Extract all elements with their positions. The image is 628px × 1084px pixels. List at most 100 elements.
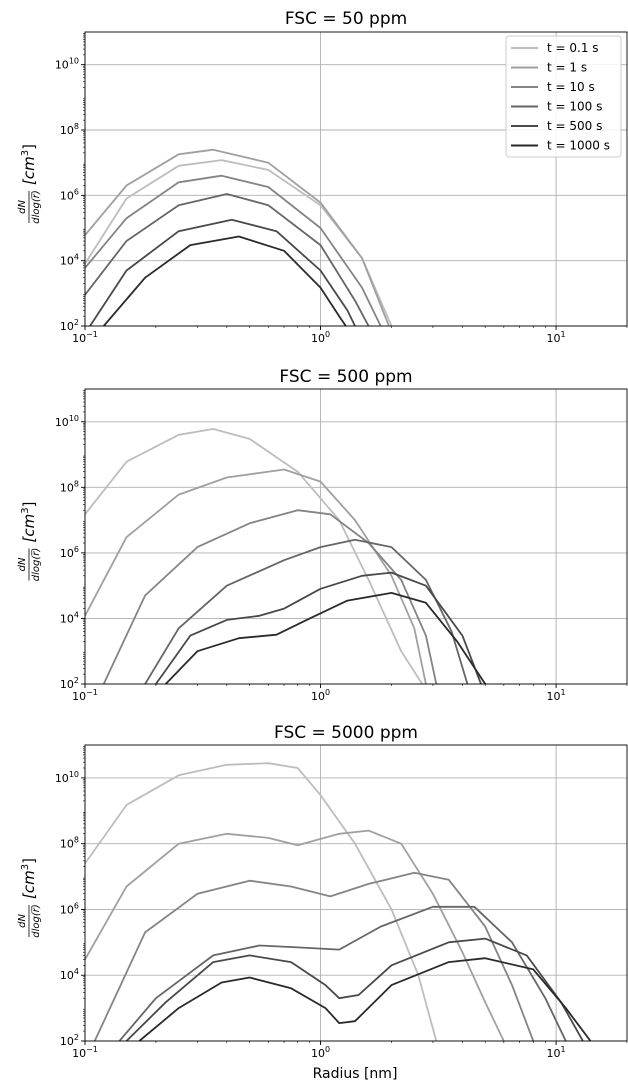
plot-frame [84,388,628,685]
series-line-1 [85,428,423,684]
y-axis-label-unit-exp: 3 [20,507,31,513]
x-tick-label: 10−1 [72,1045,98,1060]
series-line-6 [138,957,592,1041]
y-tick-label: 108 [60,122,79,137]
y-tick-label: 102 [60,318,79,333]
x-tick-label-exp: 0 [325,1045,330,1054]
plot-frame [84,31,628,327]
y-tick-label-exp: 10 [69,414,79,423]
x-tick-label: 101 [547,688,566,703]
y-tick-label-base: 10 [60,189,74,202]
x-tick-label: 100 [311,688,330,703]
series-line-4 [144,538,469,684]
y-tick-label-base: 10 [60,612,74,625]
x-tick-label-exp: 1 [561,688,566,697]
series-line-5 [125,937,584,1041]
series-line-4 [118,905,567,1041]
x-tick-label-exp: −1 [86,330,98,339]
y-tick-label: 104 [60,967,79,982]
y-tick-label-base: 10 [60,255,74,268]
y-axis-label-unit: [cm3] [20,858,38,899]
series-line-2 [85,148,390,326]
y-tick-label-exp: 8 [74,836,79,845]
y-tick-label-exp: 6 [74,187,79,196]
y-tick-label: 106 [60,545,79,560]
y-tick-label: 106 [60,187,79,202]
y-tick-label: 108 [60,479,79,494]
series-line-6 [165,592,486,684]
y-axis-label-numerator: dN [17,200,28,214]
y-tick-label-base: 10 [60,1035,74,1048]
series-line-6 [103,235,347,326]
y-axis-label-unit-exp: 3 [20,150,31,156]
y-tick-label: 1010 [55,57,79,72]
y-tick-label-exp: 2 [74,676,79,685]
y-tick-label-exp: 4 [74,967,79,976]
y-tick-label: 108 [60,836,79,851]
x-axis-label: Radius [nm] [313,1066,398,1082]
y-tick-label-base: 10 [60,320,74,333]
y-tick-label-exp: 6 [74,901,79,910]
x-tick-label-base: 10 [547,1047,561,1060]
x-tick-label-exp: 0 [325,688,330,697]
y-tick-label-exp: 2 [74,318,79,327]
legend-label-1: t = 0.1 s [547,41,599,55]
legend-label-3: t = 10 s [547,80,595,94]
legend-label-6: t = 1000 s [547,139,610,153]
series-line-3 [93,871,535,1041]
legend-label-2: t = 1 s [547,61,587,75]
y-axis-label-denominator: dlog(r̅) [31,548,42,582]
x-tick-label-exp: 1 [561,1045,566,1054]
plot-frame [84,744,628,1042]
y-tick-label: 102 [60,1033,79,1048]
y-tick-label-base: 10 [55,59,69,72]
x-tick-label-exp: −1 [86,1045,98,1054]
x-tick-label-base: 10 [311,332,325,345]
y-axis-label-unit: [cm3] [20,144,38,185]
y-axis-label-unit: [cm3] [20,502,38,543]
y-axis-label-unit-text: [cm [20,156,38,185]
legend-label-5: t = 500 s [547,119,602,133]
y-tick-label-exp: 4 [74,610,79,619]
x-tick-label: 101 [547,1045,566,1060]
y-tick-label: 1010 [55,770,79,785]
y-axis-label-unit-close: ] [20,858,38,864]
y-tick-label-exp: 4 [74,253,79,262]
y-axis-label-unit-exp: 3 [20,864,31,870]
panel-title: FSC = 50 ppm [285,9,407,29]
series-line-2 [85,468,427,684]
series-group [85,148,393,326]
y-axis-label-denominator: dlog(r̅) [31,904,42,938]
y-tick-label: 1010 [55,414,79,429]
y-tick-label-base: 10 [60,969,74,982]
x-tick-label: 100 [311,330,330,345]
x-tick-label-exp: 0 [325,330,330,339]
series-line-3 [85,174,382,326]
x-tick-label-base: 10 [311,690,325,703]
y-axis-label-unit-close: ] [20,144,38,150]
series-line-4 [85,193,370,326]
x-tick-label-base: 10 [72,1047,86,1060]
y-axis-label-numerator: dN [17,914,28,928]
series-line-5 [89,218,356,326]
y-tick-label: 104 [60,610,79,625]
y-tick-label-base: 10 [60,678,74,691]
panel-title: FSC = 5000 ppm [274,723,418,743]
x-tick-label: 10−1 [72,330,98,345]
y-tick-label-base: 10 [55,416,69,429]
y-tick-label: 102 [60,676,79,691]
series-group [85,762,592,1041]
y-axis-label-unit-text: [cm [20,514,38,543]
x-tick-label: 101 [547,330,566,345]
y-tick-label: 106 [60,901,79,916]
series-line-1 [85,762,438,1041]
y-tick-label-base: 10 [60,547,74,560]
y-tick-label-exp: 10 [69,770,79,779]
y-axis-label-numerator: dN [17,557,28,571]
series-line-5 [155,571,482,684]
y-tick-label-exp: 2 [74,1033,79,1042]
y-axis-label-denominator: dlog(r̅) [31,190,42,224]
y-axis-label: dN dlog(r̅) [cm3] [17,144,42,224]
y-tick-label-exp: 8 [74,122,79,131]
